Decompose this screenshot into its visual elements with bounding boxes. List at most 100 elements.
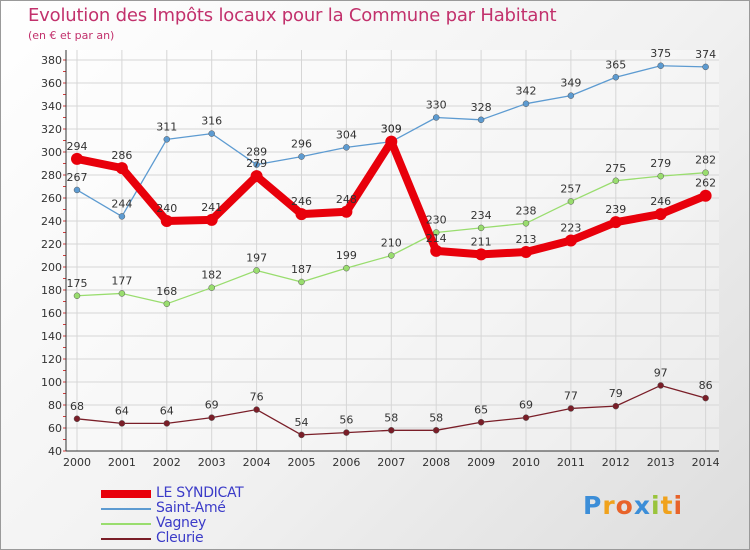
logo-letter: x	[633, 491, 651, 520]
data-label-cleurie: 58	[429, 411, 443, 424]
data-point-vagney	[298, 278, 305, 286]
chart-title: Evolution des Impôts locaux pour la Comm…	[28, 5, 557, 26]
data-label-vagney: 282	[695, 154, 716, 167]
data-point-cleurie	[388, 427, 395, 434]
data-point-le-syndicat	[564, 234, 577, 247]
data-point-le-syndicat	[205, 213, 218, 226]
data-point-le-syndicat	[250, 170, 263, 183]
data-point-le-syndicat	[71, 152, 83, 165]
data-point-vagney	[702, 169, 709, 176]
y-tick-label: 200	[41, 261, 62, 274]
data-label-cleurie: 56	[339, 414, 353, 427]
data-point-vagney	[432, 229, 440, 236]
data-label-cleurie: 54	[295, 416, 309, 429]
data-point-cleurie	[163, 420, 171, 427]
data-point-cleurie	[567, 405, 575, 412]
data-point-vagney	[657, 172, 664, 180]
data-point-vagney	[522, 220, 530, 227]
data-label-le-syndicat: 262	[695, 177, 716, 190]
legend-label-cleurie: Cleurie	[156, 530, 204, 546]
data-label-le-syndicat: 246	[650, 195, 671, 208]
data-point-cleurie	[432, 427, 440, 434]
data-label-saint-am-: 289	[246, 146, 267, 159]
data-label-saint-am-: 304	[336, 128, 357, 141]
data-point-le-syndicat	[115, 162, 128, 175]
y-tick-label: 60	[48, 422, 62, 435]
data-label-saint-am-: 244	[111, 197, 132, 210]
data-label-vagney: 168	[156, 285, 177, 298]
data-label-vagney: 230	[426, 214, 447, 227]
data-point-cleurie	[118, 420, 126, 427]
data-label-vagney: 275	[605, 162, 626, 175]
data-point-vagney	[567, 198, 575, 205]
y-tick-label: 340	[41, 100, 62, 113]
legend-swatch-vagney	[101, 523, 151, 525]
data-label-saint-am-: 375	[650, 47, 671, 60]
x-tick-label: 2008	[422, 456, 450, 469]
y-tick-label: 100	[41, 376, 62, 389]
x-tick-label: 2006	[332, 456, 360, 469]
data-point-saint-am-	[657, 62, 664, 69]
logo-letter: r	[602, 491, 616, 520]
data-point-saint-am-	[477, 116, 485, 124]
data-point-saint-am-	[522, 100, 530, 107]
series-lines	[71, 62, 712, 439]
data-label-le-syndicat: 286	[111, 149, 132, 162]
data-point-saint-am-	[73, 186, 81, 194]
data-label-cleurie: 76	[250, 391, 264, 404]
data-point-le-syndicat	[699, 189, 712, 202]
y-tick-label: 220	[41, 238, 62, 251]
x-tick-label: 2010	[512, 456, 540, 469]
data-label-le-syndicat: 213	[516, 233, 537, 246]
y-tick-label: 380	[41, 54, 62, 67]
data-point-saint-am-	[612, 74, 620, 81]
data-label-vagney: 182	[201, 269, 222, 282]
x-tick-label: 2011	[557, 456, 585, 469]
data-point-vagney	[118, 290, 126, 297]
data-label-saint-am-: 267	[67, 171, 88, 184]
data-label-saint-am-: 374	[695, 48, 716, 61]
data-label-le-syndicat: 211	[471, 235, 492, 248]
data-point-cleurie	[702, 394, 709, 402]
data-point-le-syndicat	[430, 244, 443, 257]
logo-letter: t	[660, 491, 674, 520]
data-labels: 68 64 64 69 76 54 56 58 58 65 69 77 79 97 86 175 177 168 1…	[67, 47, 717, 429]
data-label-vagney: 197	[246, 251, 267, 264]
data-label-vagney: 257	[560, 182, 581, 195]
data-label-le-syndicat: 309	[381, 123, 402, 136]
y-tick-label: 280	[41, 169, 62, 182]
data-label-saint-am-: 296	[291, 138, 312, 151]
data-label-cleurie: 86	[699, 379, 713, 392]
x-tick-label: 2000	[63, 456, 91, 469]
data-label-le-syndicat: 279	[246, 157, 267, 170]
data-label-cleurie: 69	[519, 399, 533, 412]
data-point-le-syndicat	[475, 248, 488, 261]
data-label-saint-am-: 309	[381, 123, 402, 136]
grid-lines	[66, 50, 719, 452]
data-point-le-syndicat	[160, 215, 173, 227]
data-point-le-syndicat	[609, 216, 622, 229]
data-label-le-syndicat: 223	[560, 222, 581, 235]
data-label-cleurie: 64	[115, 404, 129, 417]
data-point-saint-am-	[298, 153, 305, 160]
y-tick-label: 180	[41, 284, 62, 297]
logo-letter: i	[673, 491, 684, 520]
chart-subtitle: (en € et par an)	[28, 29, 115, 42]
data-label-le-syndicat: 246	[291, 195, 312, 208]
data-label-cleurie: 68	[70, 400, 84, 413]
x-tick-label: 2003	[198, 456, 226, 469]
data-point-vagney	[253, 267, 260, 274]
data-label-vagney: 177	[111, 274, 132, 287]
y-tick-label: 300	[41, 146, 62, 159]
y-tick-label: 320	[41, 123, 62, 136]
data-label-vagney: 175	[67, 277, 88, 290]
data-point-le-syndicat	[340, 205, 353, 218]
y-tick-label: 40	[48, 445, 62, 458]
y-tick-label: 240	[41, 215, 62, 228]
y-tick-label: 80	[48, 399, 62, 412]
y-tick-label: 120	[41, 353, 62, 366]
plot-area	[66, 50, 719, 451]
data-point-vagney	[208, 284, 215, 291]
